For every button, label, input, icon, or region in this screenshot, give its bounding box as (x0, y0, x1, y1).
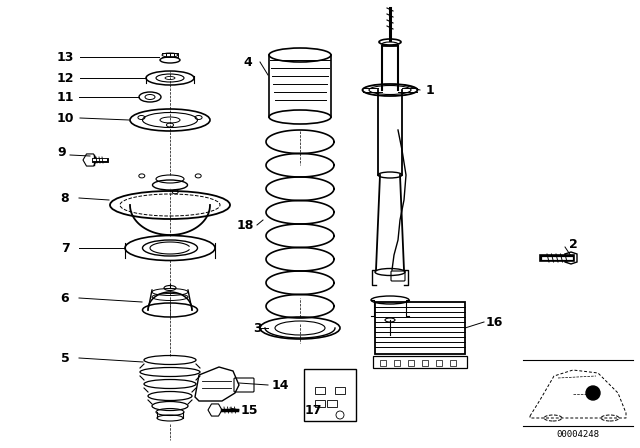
Bar (327, 400, 337, 407)
Text: 10: 10 (56, 112, 74, 125)
Bar (373, 356, 467, 368)
Text: 17: 17 (304, 404, 322, 417)
Text: 18: 18 (236, 219, 253, 232)
Text: 00004248: 00004248 (557, 430, 600, 439)
Bar (380, 360, 386, 366)
Text: 16: 16 (485, 315, 502, 328)
Bar (436, 360, 442, 366)
Text: 9: 9 (58, 146, 67, 159)
Text: 1: 1 (426, 83, 435, 96)
Bar (335, 387, 345, 394)
Text: 14: 14 (271, 379, 289, 392)
Text: 11: 11 (56, 90, 74, 103)
Text: 12: 12 (56, 72, 74, 85)
Bar (375, 302, 465, 354)
Text: 7: 7 (61, 241, 69, 254)
Bar (450, 360, 456, 366)
Text: 13: 13 (56, 51, 74, 64)
Text: 8: 8 (61, 191, 69, 204)
Bar (304, 369, 356, 421)
Bar (394, 360, 400, 366)
Text: 2: 2 (568, 237, 577, 250)
Text: 6: 6 (61, 292, 69, 305)
Circle shape (586, 386, 600, 400)
Bar (315, 400, 325, 407)
Bar (408, 360, 414, 366)
Text: 15: 15 (240, 404, 258, 417)
Bar (422, 360, 428, 366)
Bar (315, 387, 325, 394)
Text: 5: 5 (61, 352, 69, 365)
Text: 4: 4 (244, 56, 252, 69)
Text: 3: 3 (253, 322, 262, 335)
